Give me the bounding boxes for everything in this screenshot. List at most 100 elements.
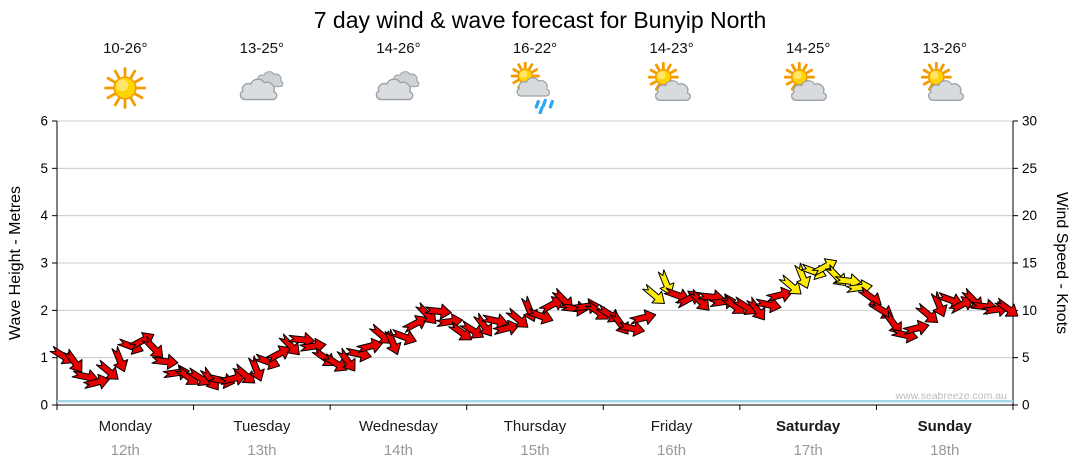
weather-icon-sun-cloud-rain [509, 61, 561, 115]
day-date: 17th [793, 442, 823, 459]
weather-icon-sun-cloud [919, 61, 971, 114]
clouds-icon [239, 71, 284, 101]
wind-arrow [248, 355, 265, 382]
day-name: Friday [650, 418, 693, 435]
wind-arrow [459, 320, 484, 339]
left-tick-label: 3 [40, 256, 48, 271]
watermark: www.seabreeze.com.au [895, 390, 1007, 402]
day-date: 13th [247, 442, 277, 459]
wind-arrow [794, 262, 812, 289]
left-tick-label: 2 [40, 303, 48, 318]
weather-icon-sun-cloud [646, 61, 698, 114]
right-tick-label: 10 [1022, 303, 1037, 318]
wind-arrow [930, 291, 948, 318]
wind-arrow [868, 300, 894, 319]
cloud-shape [376, 78, 414, 101]
right-axis-label: Wind Speed - Knots [1053, 191, 1070, 335]
wind-arrow [948, 296, 974, 314]
wind-arrow [857, 286, 882, 306]
cloud-shape [516, 77, 550, 97]
weather-icon-clouds [236, 62, 288, 114]
wind-arrow [142, 336, 164, 359]
sun-cloud-icon [920, 61, 964, 101]
wind-arrow [232, 363, 256, 384]
cloud-shape [239, 78, 278, 101]
left-tick-label: 0 [40, 398, 48, 413]
left-tick-label: 6 [40, 114, 48, 129]
wind-arrow [657, 269, 675, 296]
wind-arrow [369, 323, 392, 344]
wind-arrow [402, 315, 428, 333]
day-date: 18th [930, 442, 960, 459]
sun-cloud-rain-icon [510, 61, 554, 115]
wind-arrow [336, 347, 356, 372]
sun-icon [104, 67, 147, 109]
cloud-shape [791, 80, 828, 101]
sun-cloud-icon [647, 61, 691, 101]
wind-arrow [278, 333, 300, 356]
wind-arrow [915, 302, 939, 323]
day-name: Monday [98, 418, 152, 435]
left-tick-label: 1 [40, 350, 48, 365]
day-temp: 10-26° [103, 40, 148, 57]
right-tick-label: 15 [1022, 256, 1037, 271]
day-temp: 13-25° [239, 40, 285, 57]
wind-arrow [265, 345, 291, 364]
right-tick-label: 25 [1022, 161, 1037, 176]
right-tick-label: 0 [1022, 398, 1030, 413]
weather-icon-clouds [372, 62, 424, 114]
weather-icon-sun-cloud [782, 61, 834, 114]
left-axis-label: Wave Height - Metres [7, 185, 24, 341]
clouds-icon [376, 71, 420, 101]
sun-cloud-icon [783, 61, 828, 101]
wind-arrow [95, 359, 119, 380]
cloud-shape [927, 80, 964, 101]
right-tick-label: 5 [1022, 350, 1030, 365]
wind-arrow [538, 296, 565, 314]
day-name: Wednesday [358, 418, 438, 435]
page-title: 7 day wind & wave forecast for Bunyip No… [313, 7, 767, 33]
day-temp: 13-26° [922, 40, 967, 57]
wind-arrow [424, 303, 452, 320]
wind-arrow [299, 337, 327, 354]
wind-arrow [356, 337, 384, 354]
wind-arrow [746, 296, 766, 321]
cloud-shape [654, 80, 691, 101]
right-tick-label: 30 [1022, 114, 1037, 129]
right-tick-label: 20 [1022, 208, 1037, 223]
wind-arrow [384, 328, 402, 356]
day-name: Tuesday [233, 418, 291, 435]
wind-arrow [882, 310, 902, 335]
wind-arrow [902, 319, 930, 336]
day-temp: 16-22° [512, 40, 558, 57]
day-name: Sunday [917, 418, 972, 435]
wind-arrow [151, 353, 179, 370]
day-name: Thursday [503, 418, 567, 435]
wind-arrow [551, 287, 574, 310]
day-name: Saturday [776, 418, 841, 435]
day-date: 12th [110, 442, 140, 459]
day-date: 16th [656, 442, 687, 459]
wind-arrow [82, 373, 110, 390]
day-date: 15th [520, 442, 550, 459]
wind-arrow [473, 312, 493, 337]
day-date: 14th [383, 442, 414, 459]
rain-drops [534, 98, 554, 115]
day-temp: 14-23° [649, 40, 694, 57]
wind-arrow [49, 345, 75, 365]
wind-arrow [505, 307, 529, 328]
wind-arrow [994, 297, 1019, 317]
wind-arrow [492, 319, 520, 336]
sun-shape [104, 67, 147, 109]
wind-arrow [765, 286, 793, 303]
wind-arrow [322, 353, 348, 372]
wind-arrow [111, 345, 129, 373]
wind-arrow [642, 284, 665, 305]
wind-arrow [63, 348, 83, 373]
wind-arrow [390, 329, 417, 346]
left-tick-label: 4 [40, 208, 48, 223]
wind-arrow [778, 274, 802, 295]
left-tick-label: 5 [40, 161, 48, 176]
